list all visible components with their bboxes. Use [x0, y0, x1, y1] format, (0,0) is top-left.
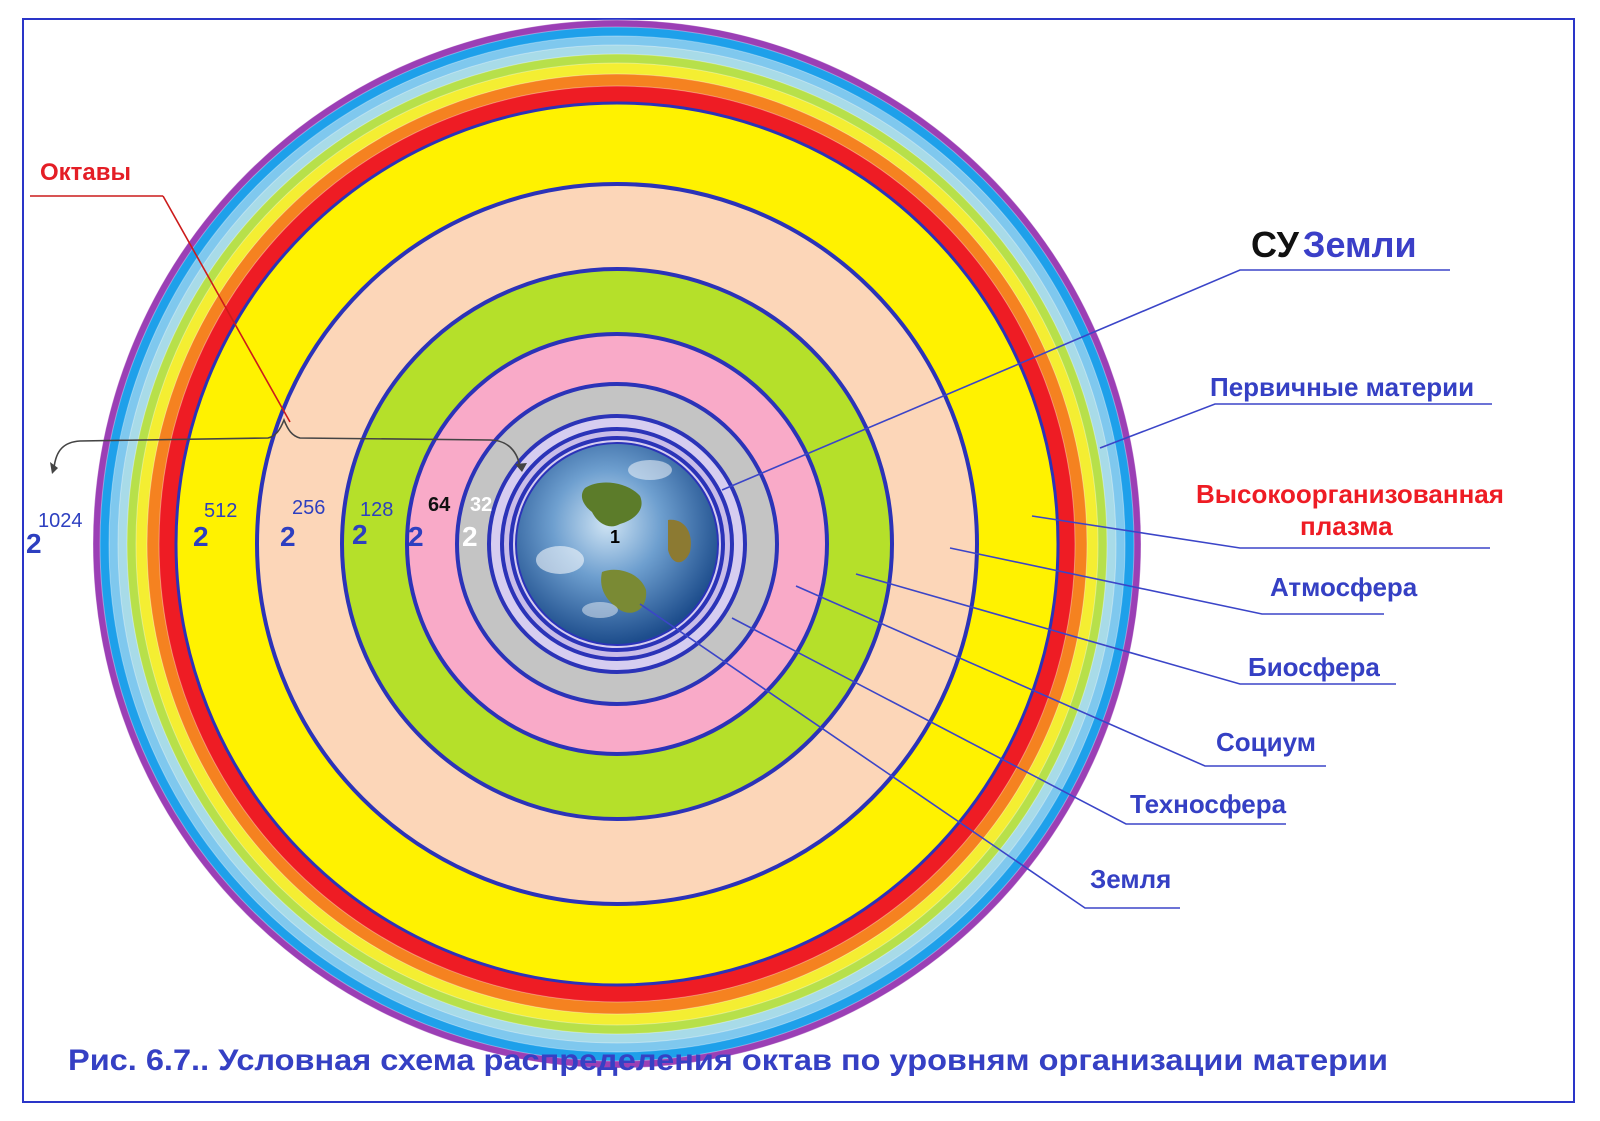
outer-ring-edge-6 [135, 62, 1099, 1026]
figure-frame [22, 18, 1575, 1103]
su-prefix: СУ [1251, 224, 1300, 265]
outer-ring-edge-8 [158, 85, 1076, 1003]
label-earth: Земля [1090, 864, 1171, 894]
ring-boundary-3 [340, 267, 894, 821]
label-primary: Первичные материи [1210, 372, 1474, 402]
outer-ring-edge-3 [108, 35, 1126, 1053]
outer-ring-edge-4 [117, 44, 1117, 1044]
power-64-base: 2 [408, 521, 424, 552]
label-atmosphere: Атмосфера [1270, 572, 1418, 602]
outer-ring-edge-7 [146, 73, 1088, 1015]
power-1024-base: 2 [26, 528, 42, 559]
leader-su [721, 269, 1450, 491]
leader-biosphere [855, 573, 1396, 685]
power-128-exp: 128 [360, 499, 393, 521]
leader-lines [639, 269, 1492, 909]
power-128-base: 2 [352, 519, 368, 550]
ring-boundary-8 [509, 436, 725, 652]
outer-ring-edge-5 [126, 53, 1108, 1035]
ring-boundary-4 [405, 332, 829, 756]
label-socium: Социум [1216, 727, 1316, 757]
su-earth-label: СУ Земли [1251, 224, 1417, 265]
power-64-exp: 64 [428, 494, 451, 516]
power-256-exp: 256 [292, 497, 325, 519]
leader-earth [639, 603, 1180, 909]
power-32: 2 32 [462, 494, 492, 552]
power-512-exp: 512 [204, 500, 237, 522]
leader-technosphere [731, 617, 1286, 825]
leader-plasma [1031, 515, 1490, 549]
power-512-base: 2 [193, 521, 209, 552]
power-512: 2 512 [193, 500, 237, 552]
power-64: 2 64 [408, 494, 451, 552]
power-32-base: 2 [462, 521, 478, 552]
earth-mark: 1 [610, 527, 620, 547]
ring-boundary-7 [500, 427, 734, 661]
leader-socium [795, 585, 1326, 767]
earth-globe-icon [517, 444, 717, 644]
power-1024: 2 1024 [26, 510, 83, 559]
octaves-label: Октавы [40, 159, 131, 186]
su-rest: Земли [1303, 224, 1417, 265]
label-plasma-line2: плазма [1300, 511, 1393, 541]
octave-powers: 2 1024 2 512 2 256 2 128 2 64 2 32 [26, 494, 492, 559]
label-technosphere: Техносфера [1130, 789, 1287, 819]
power-128: 2 128 [352, 499, 393, 550]
ring-boundary-6 [487, 414, 747, 674]
label-plasma-line1: Высокоорганизованная [1196, 479, 1504, 509]
outer-ring-edge-2 [99, 26, 1135, 1062]
layer-labels: Первичные материи Высокоорганизованная п… [1090, 372, 1504, 894]
leader-atmosphere [949, 547, 1384, 615]
ring-boundary-1 [174, 101, 1060, 987]
figure-caption: Рис. 6.7.. Условная схема распределения … [68, 1044, 1388, 1077]
concentric-rings [92, 19, 1142, 1069]
power-32-exp: 32 [470, 494, 492, 516]
octave-pointer [30, 195, 527, 474]
power-1024-exp: 1024 [38, 510, 83, 532]
label-biosphere: Биосфера [1248, 652, 1380, 682]
leader-primary [1099, 403, 1492, 449]
ring-boundary-5 [455, 382, 779, 706]
ring-boundary-2 [255, 182, 979, 906]
power-256-base: 2 [280, 521, 296, 552]
power-256: 2 256 [280, 497, 325, 552]
outer-ring-edge-1 [92, 19, 1142, 1069]
